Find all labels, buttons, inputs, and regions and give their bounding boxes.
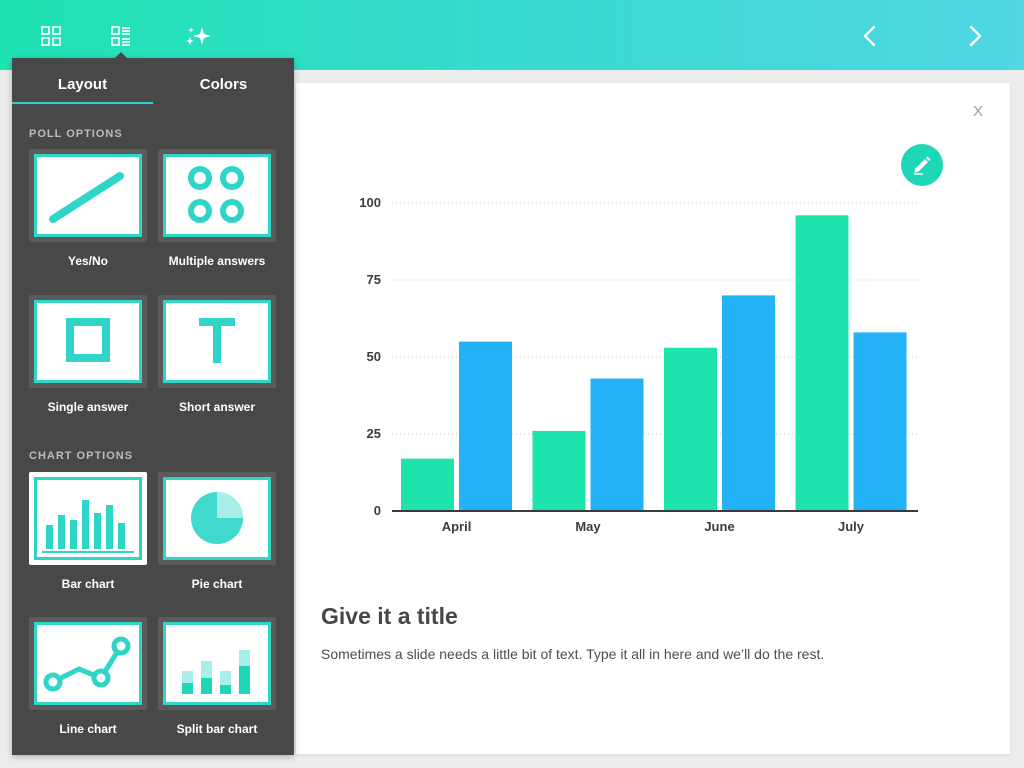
slide-body-text[interactable]: Sometimes a slide needs a little bit of …: [321, 646, 825, 662]
bar-july-series-2[interactable]: [853, 332, 907, 511]
line-chart-icon: [43, 636, 131, 692]
option-label: Split bar chart: [176, 722, 258, 736]
option-label: Multiple answers: [168, 254, 266, 268]
square-outline-icon: [66, 318, 110, 362]
option-label: Yes/No: [67, 254, 109, 268]
chart-options-heading: CHART OPTIONS: [29, 450, 134, 462]
tab-layout[interactable]: Layout: [57, 76, 108, 93]
y-tick-label: 75: [367, 272, 381, 287]
bar-june-series-1[interactable]: [664, 347, 717, 511]
diagonal-line-icon: [49, 172, 124, 223]
layout-panel: Layout Colors POLL OPTIONS Yes/No Multip…: [12, 58, 294, 755]
x-tick-label: May: [575, 519, 601, 534]
y-tick-label: 50: [367, 349, 381, 364]
option-label: Line chart: [59, 722, 117, 736]
bar-april-series-2[interactable]: [459, 341, 512, 511]
option-label: Single answer: [47, 400, 129, 414]
slide-title[interactable]: Give it a title: [321, 603, 458, 629]
close-button[interactable]: X: [973, 103, 984, 120]
split-bar-chart-icon: [182, 650, 250, 694]
option-multiple-answers[interactable]: Multiple answers: [158, 149, 276, 268]
bar-june-series-2[interactable]: [722, 295, 775, 511]
option-label: Short answer: [178, 400, 256, 414]
x-tick-label: April: [442, 519, 472, 534]
bar-chart: 0 25 50 75 100 April May June July: [359, 195, 918, 534]
active-tab-indicator: [12, 102, 153, 104]
y-tick-label: 100: [359, 195, 381, 210]
layout-list-icon[interactable]: [109, 24, 133, 48]
edit-chart-button[interactable]: [901, 144, 943, 186]
sparkles-icon[interactable]: [183, 24, 215, 48]
option-yes-no[interactable]: Yes/No: [29, 149, 147, 268]
option-single-answer[interactable]: Single answer: [29, 295, 147, 414]
option-bar-chart[interactable]: Bar chart: [29, 472, 147, 591]
slide-canvas: X 0 25 50 75 100 April May June July Give it a t…: [296, 83, 1010, 754]
x-tick-label: June: [704, 519, 734, 534]
option-line-chart[interactable]: Line chart: [29, 617, 147, 736]
grid-icon[interactable]: [39, 24, 63, 48]
option-label: Bar chart: [61, 577, 115, 591]
bar-april-series-1[interactable]: [401, 458, 454, 511]
option-short-answer[interactable]: Short answer: [158, 295, 276, 414]
pie-chart-icon: [191, 492, 243, 544]
pencil-icon: [914, 156, 931, 175]
poll-options-heading: POLL OPTIONS: [29, 128, 123, 140]
tab-colors[interactable]: Colors: [199, 76, 248, 93]
chevron-right-icon[interactable]: [962, 22, 988, 50]
panel-caret: [114, 52, 128, 59]
y-tick-label: 25: [367, 426, 381, 441]
option-pie-chart[interactable]: Pie chart: [158, 472, 276, 591]
x-tick-label: July: [838, 519, 865, 534]
chevron-left-icon[interactable]: [857, 22, 883, 50]
option-split-bar-chart[interactable]: Split bar chart: [158, 617, 276, 736]
option-label: Pie chart: [191, 577, 243, 591]
bar-july-series-1[interactable]: [795, 215, 849, 511]
letter-t-icon: [199, 318, 235, 363]
four-circles-icon: [188, 166, 244, 223]
bar-may-series-1[interactable]: [532, 430, 586, 511]
bar-may-series-2[interactable]: [590, 378, 644, 511]
bar-chart-icon: [42, 500, 134, 553]
y-tick-label: 0: [374, 503, 381, 518]
